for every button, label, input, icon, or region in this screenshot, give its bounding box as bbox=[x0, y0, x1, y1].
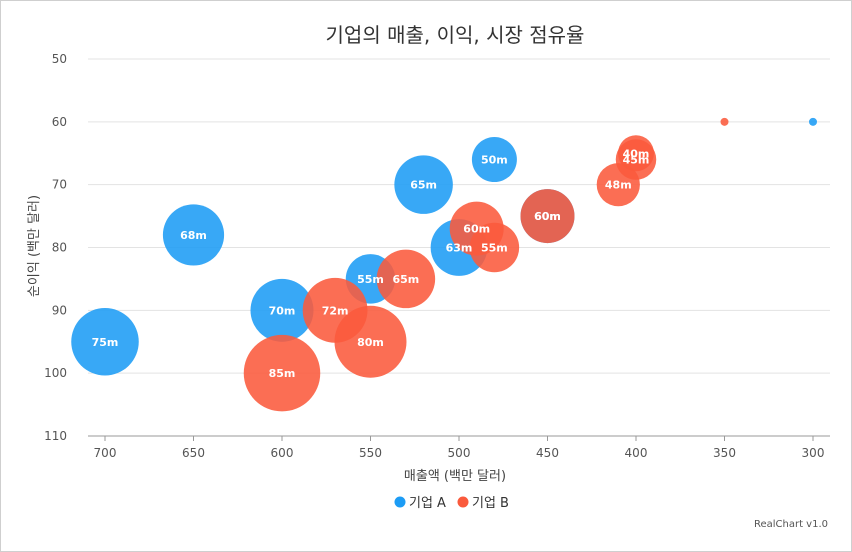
bubble-label: 50m bbox=[481, 154, 508, 167]
x-tick-label: 500 bbox=[448, 446, 471, 460]
legend-marker-a bbox=[394, 496, 406, 508]
bubble-label: 60m bbox=[463, 223, 490, 236]
bubble[interactable] bbox=[469, 222, 520, 273]
bubble-label: 80m bbox=[357, 336, 384, 349]
x-tick-label: 600 bbox=[271, 446, 294, 460]
bubble[interactable] bbox=[720, 117, 729, 126]
bubble[interactable] bbox=[394, 155, 453, 214]
x-tick-label: 700 bbox=[94, 446, 117, 460]
bubble-label: 48m bbox=[605, 179, 632, 192]
series-b-bubbles bbox=[243, 117, 729, 412]
bubble-label: 55m bbox=[481, 242, 508, 255]
y-tick-label: 70 bbox=[52, 178, 67, 192]
x-axis-title: 매출액 (백만 달러) bbox=[404, 469, 506, 484]
x-tick-label: 650 bbox=[182, 446, 205, 460]
legend-label-b[interactable]: 기업 B bbox=[472, 496, 509, 511]
legend-label-a[interactable]: 기업 A bbox=[409, 496, 446, 511]
y-axis-ticks: 50 60 70 80 90 100 110 bbox=[44, 52, 67, 443]
chart-title: 기업의 매출, 이익, 시장 점유율 bbox=[326, 23, 585, 47]
bubble-label: 85m bbox=[269, 367, 296, 380]
bubble[interactable] bbox=[809, 117, 817, 126]
bubble[interactable] bbox=[618, 135, 654, 172]
bubble-label: 70m bbox=[269, 304, 296, 317]
y-tick-label: 90 bbox=[52, 303, 67, 317]
bubble[interactable] bbox=[520, 189, 575, 244]
x-tick-label: 550 bbox=[359, 446, 382, 460]
bubble-label: 72m bbox=[322, 304, 349, 317]
credit-text: RealChart v1.0 bbox=[754, 519, 828, 530]
y-tick-label: 60 bbox=[52, 115, 67, 129]
y-axis-title: 순이익 (백만 달러) bbox=[27, 195, 42, 297]
bubble[interactable] bbox=[250, 278, 314, 342]
bubble-label: 60m bbox=[534, 210, 561, 223]
grid-lines bbox=[88, 58, 830, 374]
bubble-label: 40m bbox=[623, 147, 650, 160]
bubble-label: 55m bbox=[357, 273, 384, 286]
x-tick-label: 350 bbox=[713, 446, 736, 460]
bubble-label: 65m bbox=[393, 273, 420, 286]
bubble-label: 45m bbox=[623, 154, 650, 167]
legend-marker-b bbox=[457, 496, 469, 508]
bubble[interactable] bbox=[376, 249, 436, 309]
bubble-label: 65m bbox=[410, 179, 437, 192]
bubble[interactable] bbox=[334, 305, 407, 378]
y-tick-label: 110 bbox=[44, 429, 67, 443]
bubble[interactable] bbox=[243, 334, 321, 412]
bubble-label: 63m bbox=[446, 242, 473, 255]
y-tick-label: 80 bbox=[52, 241, 67, 255]
y-tick-label: 50 bbox=[52, 52, 67, 66]
x-tick-label: 450 bbox=[536, 446, 559, 460]
x-tick-label: 400 bbox=[625, 446, 648, 460]
series-a-bubbles bbox=[71, 117, 817, 376]
bubble-label: 68m bbox=[180, 229, 207, 242]
legend: 기업 A 기업 B bbox=[394, 496, 509, 511]
bubble[interactable] bbox=[471, 137, 517, 183]
y-tick-label: 100 bbox=[44, 366, 67, 380]
x-axis-ticks: 700 650 600 550 500 450 400 350 300 bbox=[94, 436, 825, 460]
x-tick-label: 300 bbox=[802, 446, 825, 460]
bubble[interactable] bbox=[162, 204, 225, 266]
bubble-label: 60m bbox=[534, 210, 561, 223]
bubble-label: 75m bbox=[92, 336, 119, 349]
bubble-labels: 75m 68m 70m 55m 65m 63m 50m 60m 85m 72m 80m 65m 60m 5… bbox=[92, 147, 650, 380]
bubble[interactable] bbox=[71, 308, 139, 376]
